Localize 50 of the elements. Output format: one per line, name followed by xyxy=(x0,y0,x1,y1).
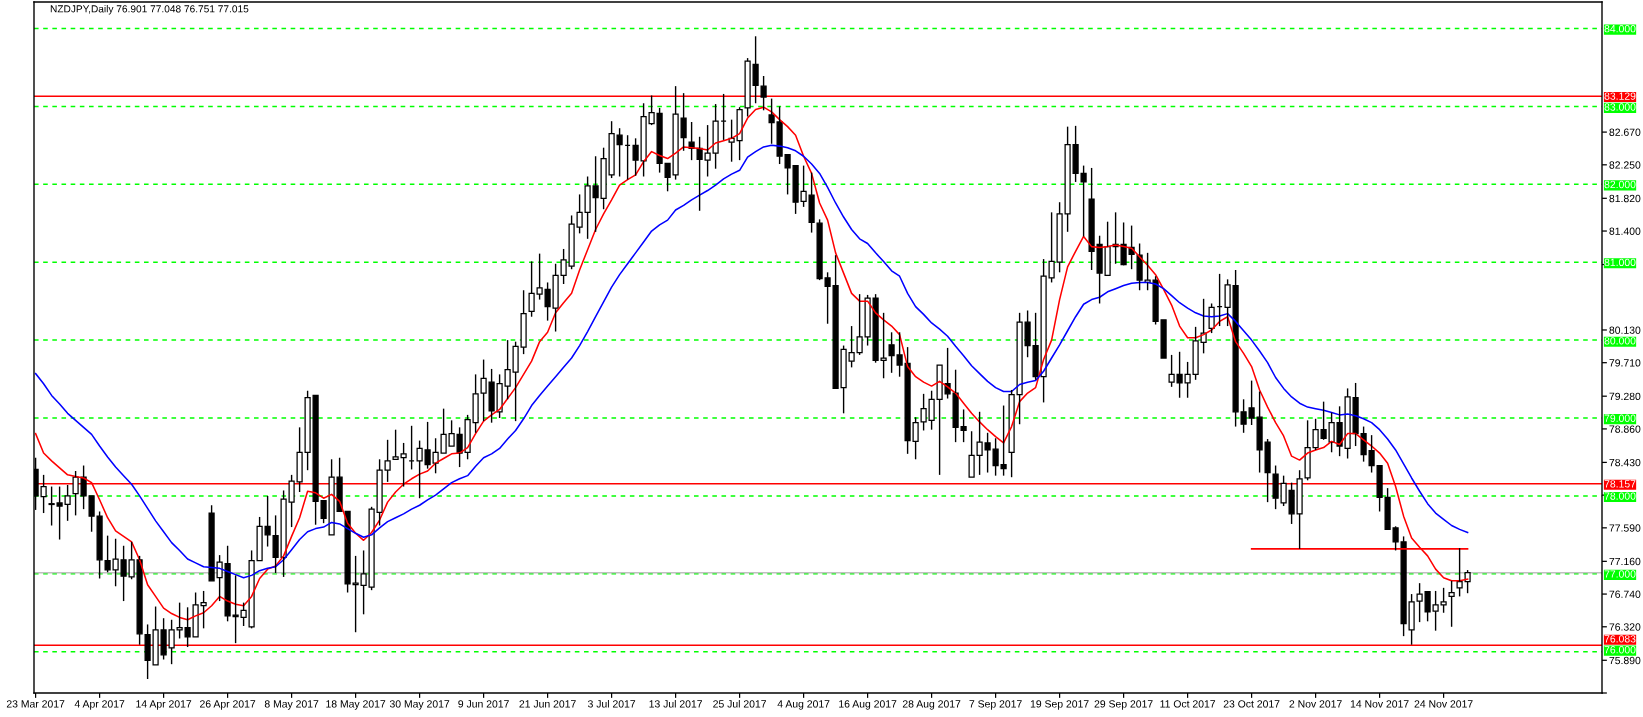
y-tick-label: 82.670 xyxy=(1609,128,1641,136)
x-tick-label: 8 May 2017 xyxy=(264,700,319,710)
y-tick-label: 81.820 xyxy=(1609,194,1641,203)
x-tick-label: 16 Aug 2017 xyxy=(839,700,897,710)
x-tick-label: 2 Nov 2017 xyxy=(1289,700,1342,708)
ref-line-label: 78.000 xyxy=(1604,492,1636,500)
ref-line-label: 76.000 xyxy=(1604,646,1636,654)
x-tick-label: 23 Mar 2017 xyxy=(6,700,65,708)
x-tick-label: 29 Sep 2017 xyxy=(1094,700,1153,710)
y-tick-label: 78.430 xyxy=(1609,458,1641,467)
x-tick-label: 21 Jun 2017 xyxy=(519,700,576,708)
x-tick-label: 28 Aug 2017 xyxy=(902,700,961,710)
y-tick-label: 79.710 xyxy=(1609,359,1641,367)
ref-line-label: 83.129 xyxy=(1604,92,1636,100)
y-tick-label: 76.740 xyxy=(1609,590,1641,598)
x-tick-label: 4 Apr 2017 xyxy=(74,700,125,710)
x-tick-label: 7 Sep 2017 xyxy=(969,700,1022,710)
x-tick-label: 24 Nov 2017 xyxy=(1414,700,1473,708)
x-tick-label: 30 May 2017 xyxy=(389,700,450,710)
y-tick-label: 77.160 xyxy=(1609,557,1641,566)
y-tick-label: 77.590 xyxy=(1609,524,1641,532)
ref-line-label: 81.000 xyxy=(1604,258,1636,267)
x-tick-label: 14 Nov 2017 xyxy=(1350,700,1409,708)
x-tick-label: 3 Jul 2017 xyxy=(587,699,636,708)
ref-line-label: 76.083 xyxy=(1604,635,1636,643)
x-tick-label: 14 Apr 2017 xyxy=(136,700,192,710)
x-tick-label: 23 Oct 2017 xyxy=(1223,700,1280,708)
ref-line-label: 78.157 xyxy=(1604,480,1636,488)
ref-line-label: 77.000 xyxy=(1604,570,1636,578)
y-tick-label: 76.320 xyxy=(1609,623,1641,631)
y-tick-label: 78.860 xyxy=(1609,425,1641,433)
x-tick-label: 19 Sep 2017 xyxy=(1030,700,1089,710)
ref-line-label: 79.000 xyxy=(1604,414,1636,422)
ref-line-label: 84.000 xyxy=(1604,24,1636,33)
chart-title: NZDJPY,Daily 76.901 77.048 76.751 77.015 xyxy=(50,5,249,15)
x-tick-label: 11 Oct 2017 xyxy=(1160,700,1216,708)
ref-line-label: 83.000 xyxy=(1604,103,1636,111)
y-tick-label: 81.400 xyxy=(1609,227,1641,235)
x-tick-label: 4 Aug 2017 xyxy=(777,700,830,710)
y-tick-label: 75.890 xyxy=(1609,656,1641,665)
x-tick-label: 9 Jun 2017 xyxy=(458,700,509,708)
ref-line-label: 80.000 xyxy=(1604,337,1636,345)
ref-line-label: 82.000 xyxy=(1604,180,1636,189)
y-tick-label: 82.250 xyxy=(1609,161,1641,169)
x-tick-label: 25 Jul 2017 xyxy=(713,699,767,708)
y-tick-label: 80.130 xyxy=(1609,326,1641,334)
x-tick-label: 18 May 2017 xyxy=(326,700,386,710)
x-tick-label: 26 Apr 2017 xyxy=(200,700,256,710)
x-tick-label: 13 Jul 2017 xyxy=(649,699,703,708)
y-tick-label: 79.280 xyxy=(1609,392,1641,401)
